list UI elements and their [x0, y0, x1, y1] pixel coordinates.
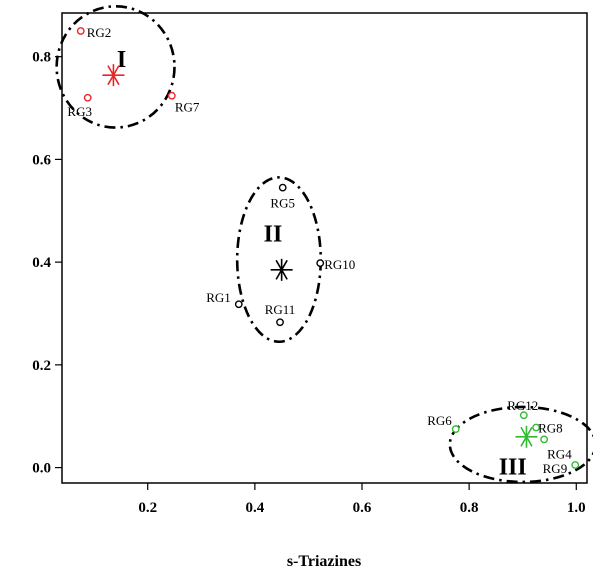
point-label: RG12 — [507, 398, 538, 413]
data-point — [76, 27, 85, 35]
point-label: RG2 — [87, 25, 112, 40]
y-tick-label: 0.2 — [32, 358, 51, 374]
data-point — [451, 425, 460, 433]
cluster-label: II — [264, 222, 283, 248]
point-label: RG3 — [67, 104, 92, 119]
point-label: RG4 — [547, 446, 572, 461]
x-tick-label: 0.4 — [245, 500, 264, 516]
data-point — [83, 93, 92, 102]
y-tick-label: 0.0 — [32, 461, 51, 477]
cluster-label: III — [499, 454, 527, 480]
x-tick-label: 0.6 — [353, 500, 372, 516]
plot-frame — [61, 12, 588, 484]
y-tick-label: 0.8 — [32, 50, 51, 66]
centroid-marker — [270, 258, 293, 281]
y-axis: 0.0 0.2 0.4 0.6 0.8 — [32, 50, 62, 477]
point-label: RG11 — [265, 302, 296, 317]
x-tick-label: 0.2 — [138, 500, 157, 516]
data-point — [278, 183, 287, 192]
point-label: RG10 — [324, 257, 355, 272]
data-point — [276, 318, 284, 327]
point-label: RG6 — [427, 413, 452, 428]
point-label: RG7 — [175, 100, 200, 115]
centroid-marker — [102, 64, 125, 87]
point-label: RG8 — [538, 421, 563, 436]
x-axis: 0.2 0.4 0.6 0.8 1.0 — [138, 483, 586, 516]
data-point — [532, 423, 541, 432]
point-label: RG5 — [270, 196, 295, 211]
cluster-ellipse — [55, 5, 176, 129]
data-point — [571, 461, 580, 469]
y-tick-label: 0.6 — [32, 152, 51, 168]
x-axis-title: s-Triazines — [287, 553, 361, 570]
point-label: RG1 — [206, 290, 231, 305]
data-point — [316, 259, 325, 268]
data-point — [540, 435, 549, 444]
cluster-ellipse — [448, 405, 593, 484]
x-tick-label: 0.8 — [460, 500, 479, 516]
data-point — [234, 300, 243, 309]
x-tick-label: 1.0 — [567, 500, 586, 516]
point-label: RG9 — [543, 461, 568, 476]
cluster-label: I — [117, 47, 126, 73]
centroid-marker — [515, 425, 538, 448]
data-point — [519, 411, 528, 420]
y-tick-label: 0.4 — [32, 255, 51, 271]
data-point — [167, 91, 176, 100]
centroid-markers — [102, 64, 538, 448]
